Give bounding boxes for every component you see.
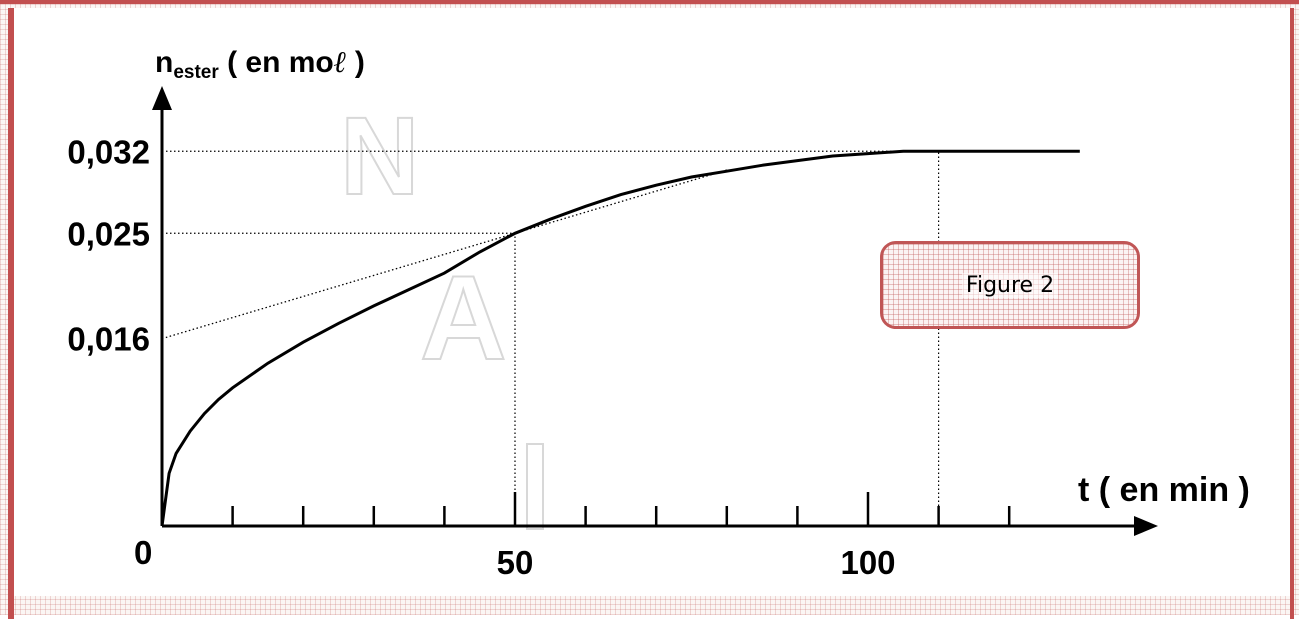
watermark-bar [526, 443, 544, 530]
x-tick-label: 50 [497, 544, 534, 581]
watermark: N A [339, 94, 544, 530]
y-axis-arrow [152, 86, 172, 110]
x-axis-label: t ( en min ) [1078, 471, 1250, 509]
watermark-letter-n: N [340, 95, 419, 218]
y-tick-label: 0,016 [67, 321, 150, 358]
ester-curve [160, 149, 1080, 527]
x-ticks [231, 492, 1011, 526]
y-tick-label: 0,025 [67, 215, 150, 252]
x-tick-label: 100 [840, 544, 895, 581]
frame-right-border [1290, 8, 1294, 619]
figure-caption: Figure 2 [961, 272, 1059, 298]
x-tick-label: 0 [134, 534, 152, 571]
y-tick-label: 0,032 [67, 133, 150, 170]
chart: N A nester ( en moℓ ) t ( en min ) 0,032… [67, 45, 1250, 581]
y-axis-label: nester ( en moℓ ) [155, 45, 365, 83]
guide-lines [162, 150, 940, 526]
watermark-letter-a: A [420, 251, 507, 385]
figure-caption-box: Figure 2 [880, 241, 1140, 329]
frame-left-border [8, 8, 14, 619]
x-axis-arrow [1134, 516, 1158, 536]
